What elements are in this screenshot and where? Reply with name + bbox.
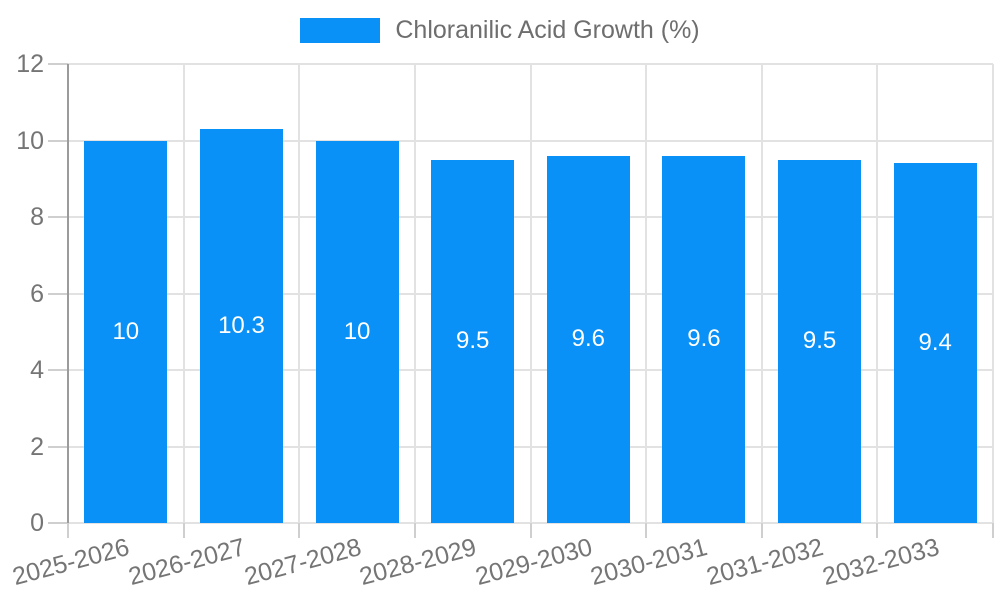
x-tick-label: 2031-2032 [703,533,827,592]
gridline-x [992,64,994,523]
bar: 9.4 [893,163,977,523]
x-tick [529,523,532,538]
x-tick [760,523,763,538]
bar-value-label: 10.3 [218,312,265,339]
bar-value-label: 10 [343,317,371,345]
x-tick-label: 2028-2029 [356,533,480,592]
x-tick-label: 2030-2031 [587,533,711,592]
bar-value-label: 9.4 [918,329,952,357]
x-tick-label: 2027-2028 [241,533,364,592]
bar: 9.5 [431,159,515,523]
y-tick-label: 6 [30,279,44,308]
gridline-x [645,64,648,523]
y-tick-label: 2 [30,432,44,461]
x-tick [645,523,648,538]
y-tick [48,445,68,448]
bar-value-label: 10 [112,317,140,345]
gridline-x [182,64,185,523]
gridline-x [529,64,532,523]
legend[interactable]: Chloranilic Acid Growth (%) [0,16,1000,45]
y-tick [48,522,68,524]
bar: 9.6 [662,155,746,523]
gridline-x [760,64,763,523]
bar-value-label: 9.6 [687,325,721,353]
x-tick [876,523,879,538]
y-tick-label: 4 [30,356,44,384]
x-tick [413,523,416,538]
y-tick-label: 0 [30,509,44,537]
legend-swatch [300,18,381,43]
legend-label: Chloranilic Acid Growth (%) [395,16,700,44]
bar: 10.3 [199,129,283,523]
bar: 9.6 [546,155,630,523]
gridline-x [876,64,879,523]
y-tick [48,216,68,218]
x-tick [182,523,185,538]
y-tick [48,369,68,371]
y-tick [48,63,68,65]
x-tick [298,523,301,538]
bar-value-label: 9.5 [802,327,837,355]
bar: 9.5 [778,159,862,523]
bar-value-label: 9.6 [571,325,605,353]
gridline-x [413,64,416,523]
y-axis-line [67,64,69,523]
y-tick-label: 12 [16,50,44,78]
x-tick [992,523,994,538]
gridline-x [298,64,301,523]
y-tick [48,292,68,295]
x-tick-label: 2026-2027 [125,533,249,592]
x-tick-label: 2029-2030 [472,533,596,592]
bar-value-label: 9.5 [456,327,490,355]
x-tick-label: 2032-2033 [819,533,942,592]
x-tick-label: 2025-2026 [9,533,133,592]
y-tick [48,139,68,142]
bar: 10 [84,140,168,523]
y-tick-label: 10 [16,126,44,155]
y-tick-label: 8 [30,203,44,231]
x-tick [67,523,69,538]
bar: 10 [315,140,399,523]
